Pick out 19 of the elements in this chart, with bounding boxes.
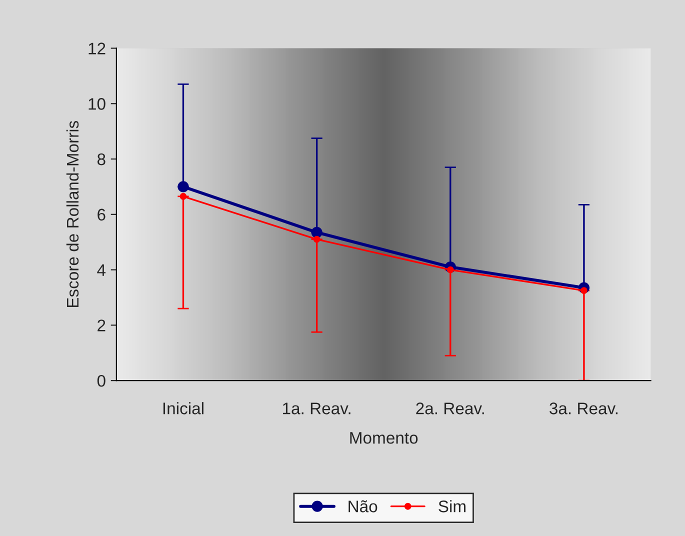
point bbox=[180, 192, 187, 200]
point bbox=[178, 181, 189, 192]
y-tick-label: 2 bbox=[98, 320, 106, 332]
legend-label: Sim bbox=[438, 500, 466, 512]
y-tick-label: 10 bbox=[88, 98, 106, 110]
point bbox=[311, 226, 322, 238]
legend-label: Não bbox=[348, 500, 378, 512]
x-tick-label: 1a. Reav. bbox=[283, 402, 350, 414]
y-tick-label: 8 bbox=[97, 153, 106, 166]
x-tick-label: 2a. Reav. bbox=[416, 402, 484, 414]
y-tick-label: 4 bbox=[97, 264, 106, 276]
x-axis-title: Momento bbox=[350, 432, 418, 444]
y-tick-label: 0 bbox=[97, 374, 106, 387]
y-tick-label: 6 bbox=[98, 208, 106, 221]
x-tick-label: 3a. Reav. bbox=[550, 402, 618, 414]
point bbox=[313, 236, 320, 243]
y-tick-label: 12 bbox=[88, 42, 106, 54]
x-tick-label: Inicial bbox=[163, 402, 204, 414]
y-axis-title: Escore de Rolland-Morris bbox=[66, 120, 79, 308]
